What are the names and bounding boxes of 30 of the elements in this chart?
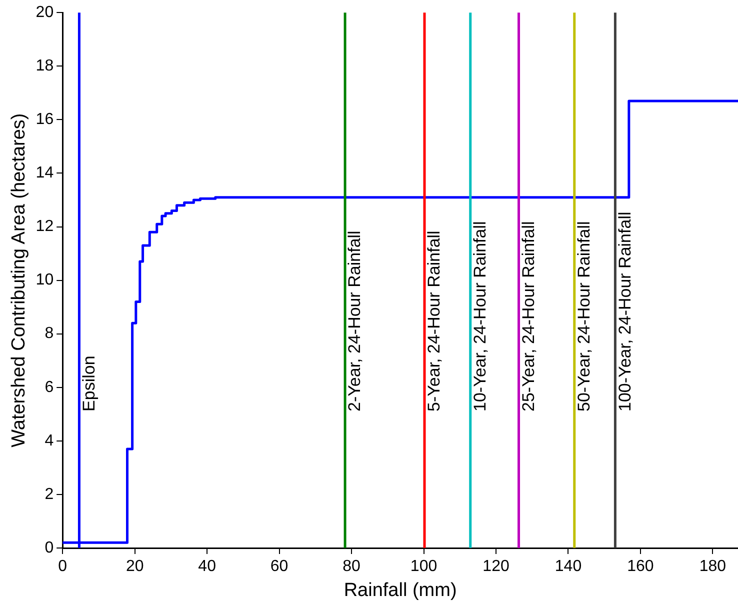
y-tick-label: 18 (36, 58, 54, 75)
x-tick-label: 80 (342, 558, 361, 576)
y-tick-label: 16 (36, 111, 54, 128)
x-tick-label: 20 (126, 558, 144, 576)
y-tick-label: 12 (36, 218, 54, 236)
x-tick-label: 160 (627, 558, 654, 576)
y-axis-title: Watershed Contributing Area (hectares) (8, 113, 30, 448)
x-tick-label: 60 (270, 558, 288, 576)
x-axis-title: Rainfall (mm) (344, 580, 457, 601)
y-tick-label: 10 (36, 272, 54, 289)
ref-line-label: 50-Year, 24-Hour Rainfall (574, 221, 594, 412)
x-tick-label: 140 (554, 558, 582, 576)
x-tick-label: 100 (410, 558, 438, 576)
x-tick-label: 180 (699, 558, 726, 576)
y-tick-label: 8 (44, 325, 54, 342)
y-tick-label: 20 (36, 4, 54, 22)
ref-line-label: 5-Year, 24-Hour Rainfall (424, 230, 444, 412)
y-tick-label: 6 (44, 378, 54, 396)
x-tick-label: 40 (198, 558, 216, 576)
ref-line-label: 100-Year, 24-Hour Rainfall (615, 212, 634, 412)
y-tick-label: 2 (44, 486, 54, 503)
y-tick-label: 4 (44, 432, 54, 450)
ref-line-label: Epsilon (79, 356, 98, 412)
ref-line-label: 10-Year, 24-Hour Rainfall (470, 221, 490, 412)
ref-line-label: 25-Year, 24-Hour Rainfall (518, 221, 538, 412)
ref-line-label: 2-Year, 24-Hour Rainfall (345, 230, 364, 412)
y-tick-label: 0 (44, 539, 54, 556)
x-tick-label: 120 (482, 558, 510, 576)
y-tick-label: 14 (36, 164, 54, 182)
x-tick-label: 0 (58, 558, 68, 576)
